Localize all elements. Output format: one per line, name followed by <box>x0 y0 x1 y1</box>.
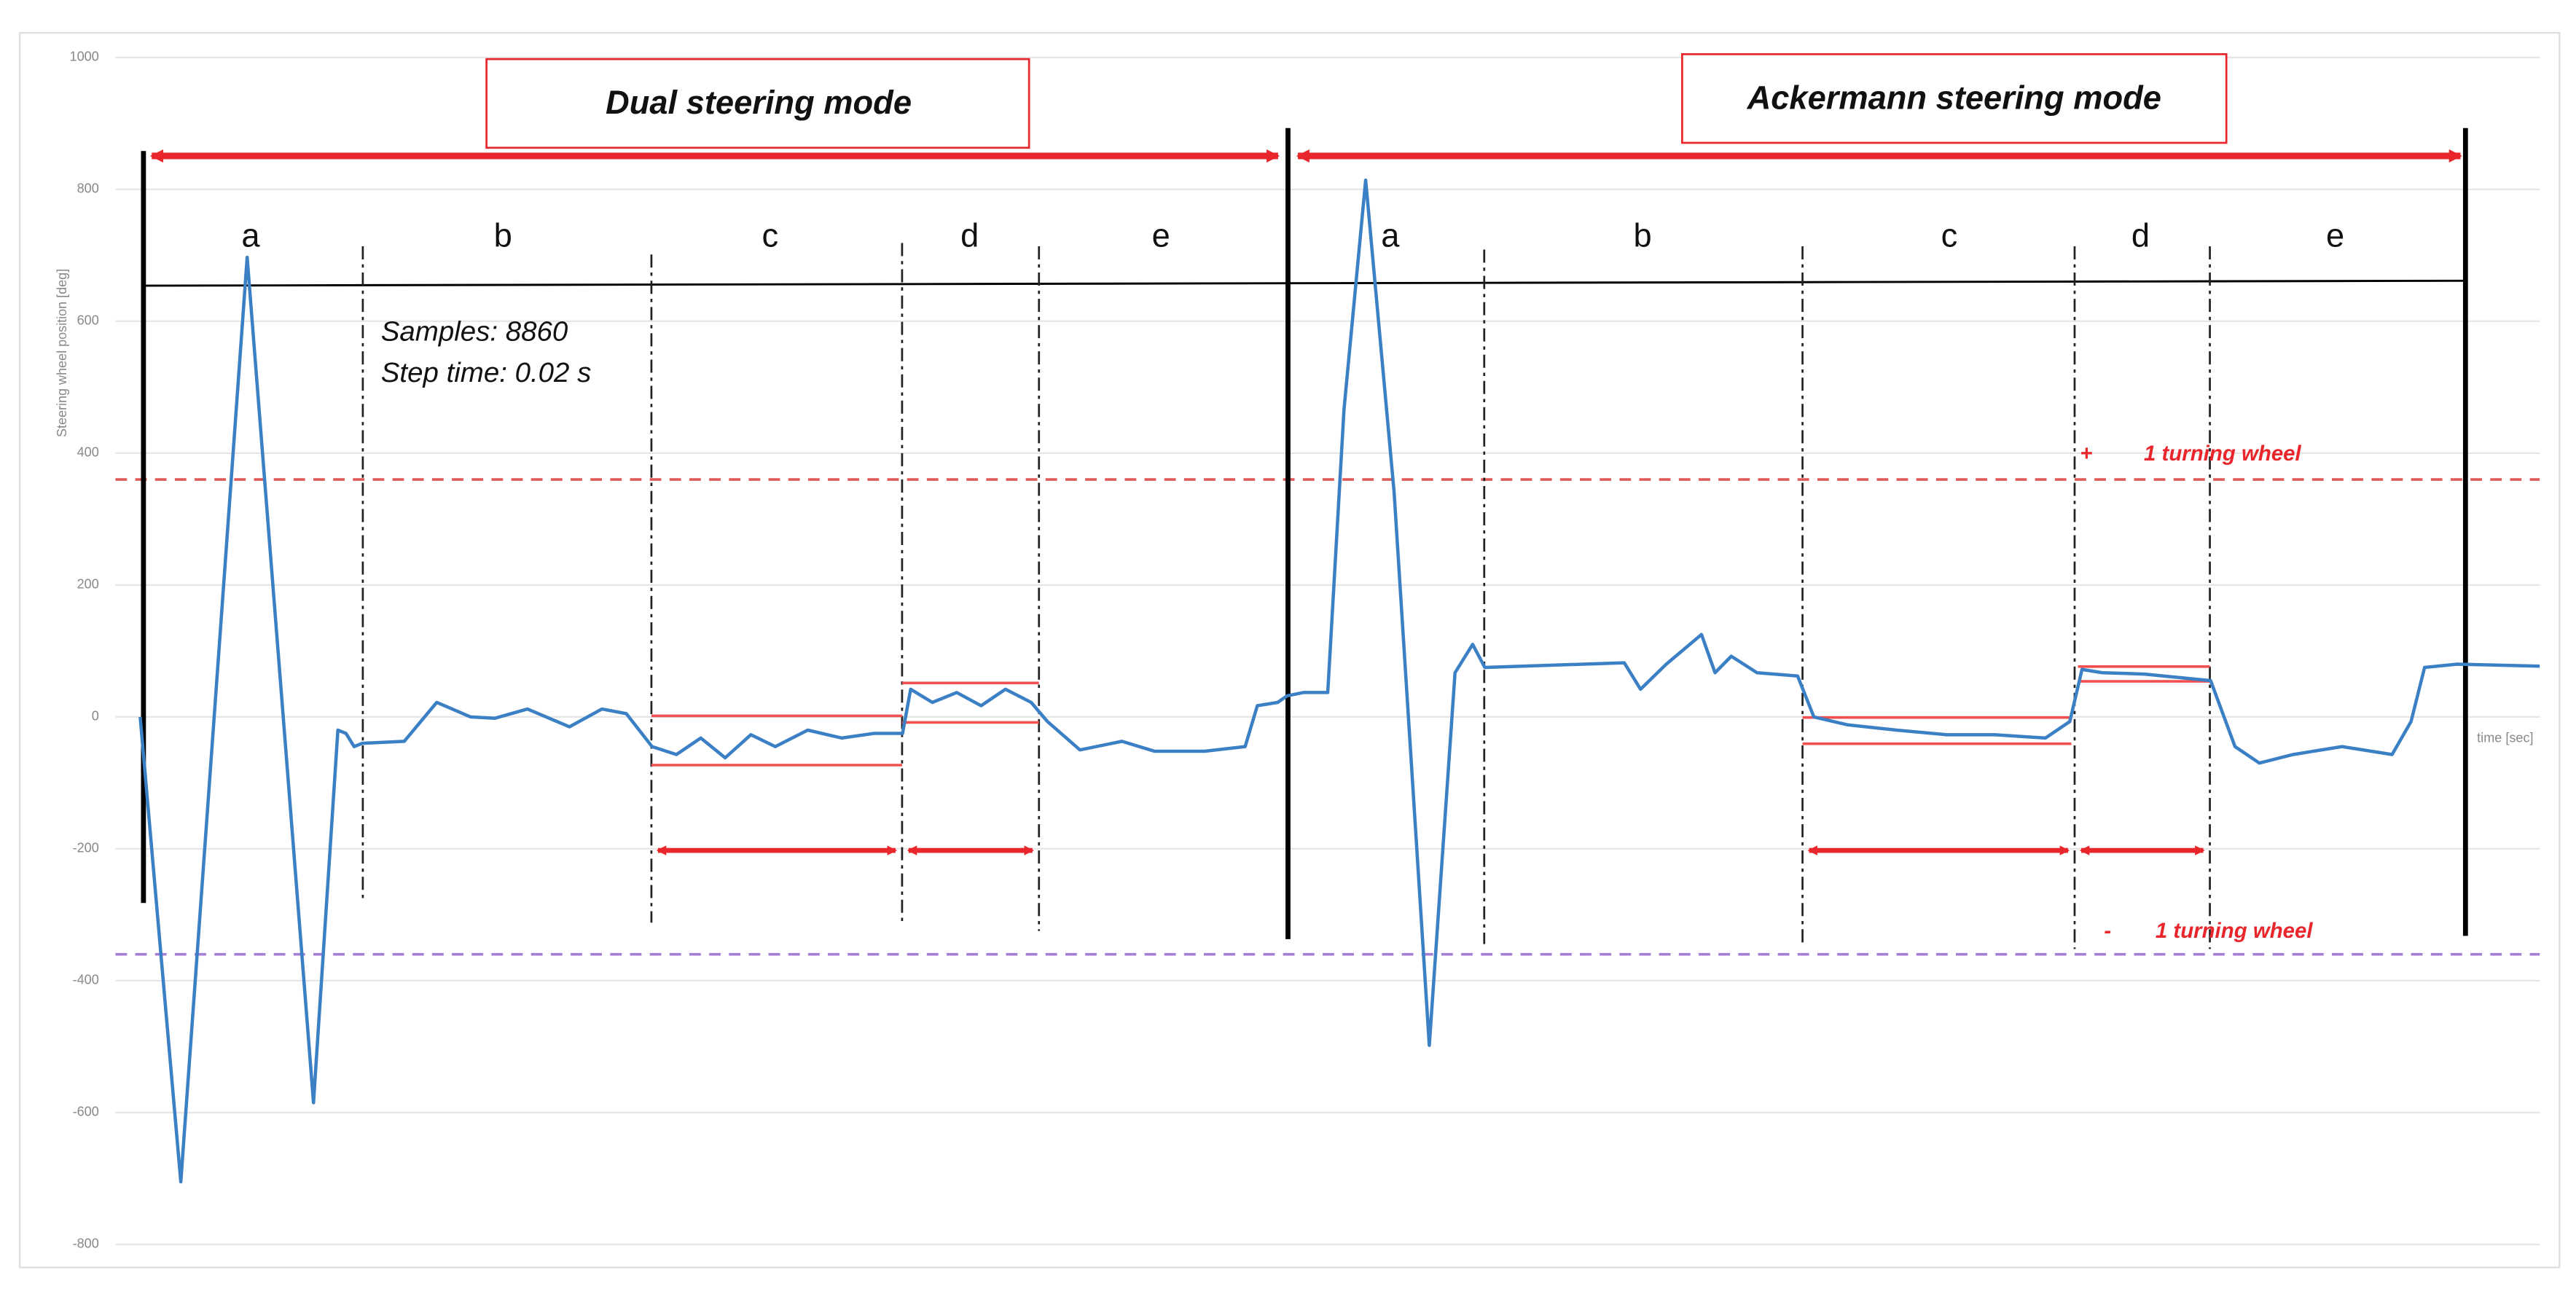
reference-sign: + <box>2080 442 2092 466</box>
frame <box>19 31 2561 1269</box>
note: Samples: 8860 <box>381 316 568 348</box>
segment-label: c <box>1941 217 1958 254</box>
segment-label: d <box>2131 217 2150 254</box>
mode-box <box>1681 53 2228 144</box>
y-tick-label: -800 <box>73 1237 99 1251</box>
y-axis-label: Steering wheel position [deg] <box>55 269 69 437</box>
mode-box <box>485 58 1030 149</box>
segment-label: a <box>1381 217 1400 254</box>
y-tick-label: 1000 <box>70 50 99 64</box>
y-tick-label: 200 <box>77 577 99 592</box>
data-line <box>138 178 2540 1184</box>
y-tick-label: 400 <box>77 445 99 460</box>
segment-label: a <box>241 217 260 254</box>
grid: -800 -600 -400 -200 0 200 400 600 800 1000 <box>70 50 2540 1251</box>
y-tick-label: -600 <box>73 1105 99 1119</box>
y-tick-label: 800 <box>77 181 99 196</box>
mode-title: Dual steering mode <box>606 84 912 121</box>
y-tick-label: 0 <box>92 709 99 724</box>
segment-label: b <box>494 217 512 254</box>
plot: -800 -600 -400 -200 0 200 400 600 800 1000 Steeri… <box>19 31 2561 1269</box>
reference-sign: - <box>2104 919 2111 943</box>
segment-label: c <box>762 217 779 254</box>
note: Step time: 0.02 s <box>381 357 592 388</box>
segment-label: b <box>1633 217 1651 254</box>
y-tick-label: 600 <box>77 313 99 328</box>
separator <box>143 279 2466 287</box>
y-tick-label: -200 <box>73 841 99 855</box>
data <box>138 178 2540 1184</box>
bands <box>651 665 2210 767</box>
reference-label: 1 turning wheel <box>2156 919 2314 943</box>
segment-label: e <box>1152 217 1170 254</box>
mode-title: Ackermann steering mode <box>1747 79 2161 116</box>
segment-label: e <box>2326 217 2344 254</box>
reference-label: 1 turning wheel <box>2144 442 2302 466</box>
segment-label: d <box>960 217 979 254</box>
y-tick-label: -400 <box>73 973 99 987</box>
x-axis-label: time [sec] <box>2477 731 2533 745</box>
